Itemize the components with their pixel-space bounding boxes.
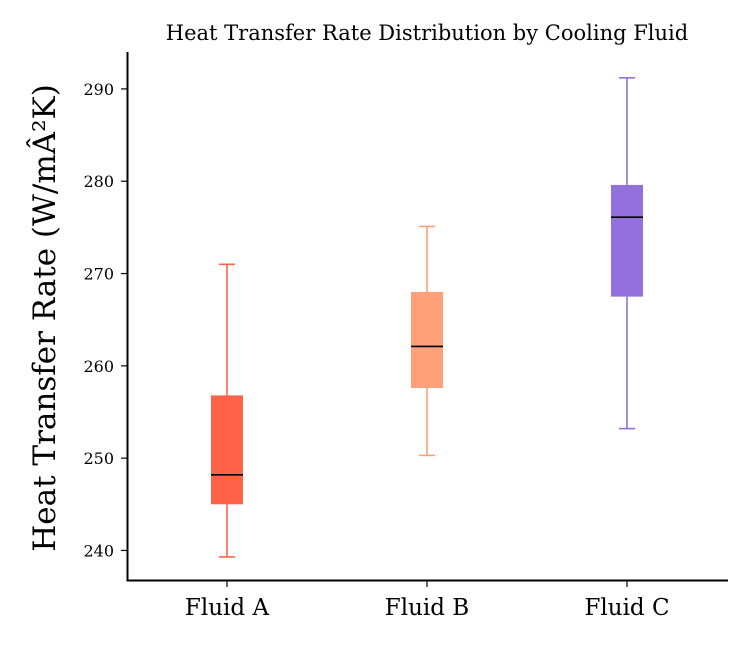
y-tick-label: 280 bbox=[83, 172, 114, 191]
box-iqr bbox=[411, 292, 443, 388]
x-tick-label: Fluid A bbox=[185, 595, 270, 621]
box-group bbox=[611, 77, 643, 430]
y-axis-label: Heat Transfer Rate (W/mÂ²K) bbox=[25, 84, 63, 552]
box-iqr bbox=[611, 184, 643, 297]
chart-title: Heat Transfer Rate Distribution by Cooli… bbox=[166, 21, 688, 45]
box-iqr bbox=[211, 395, 243, 505]
box-group bbox=[211, 263, 243, 558]
y-tick-label: 260 bbox=[83, 357, 114, 376]
boxes bbox=[211, 77, 643, 558]
box-group bbox=[411, 225, 443, 457]
x-tick-label: Fluid C bbox=[584, 595, 669, 621]
y-tick-label: 290 bbox=[83, 80, 114, 99]
x-tick-label: Fluid B bbox=[385, 595, 469, 621]
y-tick-label: 250 bbox=[83, 449, 114, 468]
y-tick-label: 240 bbox=[83, 541, 114, 560]
y-tick-label: 270 bbox=[83, 265, 114, 284]
axis-ticks: 240 250 260 270 280 290 Fluid A Fluid B Fluid C bbox=[83, 80, 669, 621]
